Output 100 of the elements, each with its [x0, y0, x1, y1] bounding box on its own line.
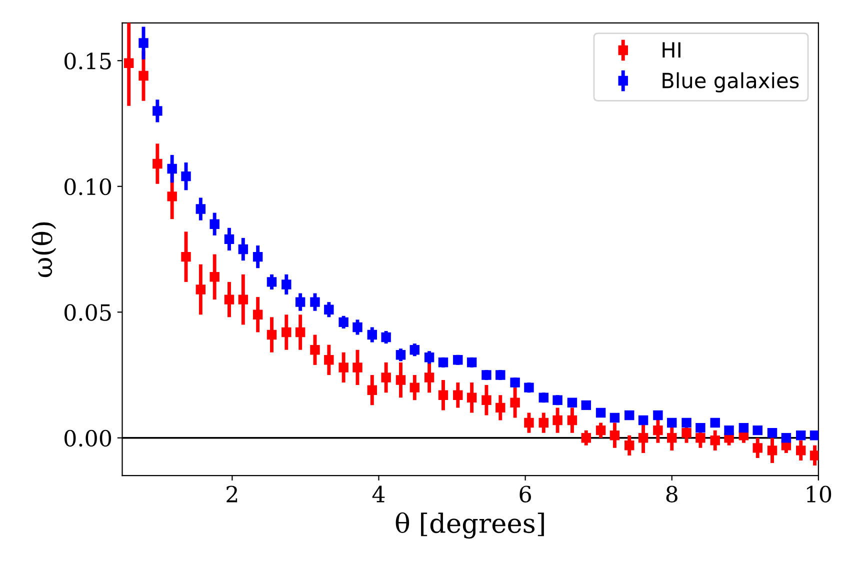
point [181, 252, 191, 262]
point [510, 398, 520, 408]
point [324, 304, 334, 314]
point [724, 425, 734, 436]
legend-label: HI [662, 42, 680, 58]
x-tick-label: 4 [372, 486, 385, 502]
point [510, 378, 520, 388]
point [310, 297, 320, 307]
point [653, 425, 663, 436]
point [538, 392, 548, 402]
point [266, 277, 277, 287]
point [338, 317, 348, 328]
point [352, 322, 362, 332]
point [552, 415, 562, 426]
point [367, 385, 378, 395]
point [453, 355, 463, 365]
point [224, 234, 234, 244]
x-axis-title: θ [degrees] [396, 512, 544, 539]
point [324, 355, 334, 365]
point [282, 280, 292, 290]
point [538, 418, 548, 428]
point [396, 350, 406, 360]
point [196, 284, 206, 294]
x-tick-label: 2 [226, 486, 238, 502]
point [410, 382, 420, 392]
point [210, 272, 220, 282]
point [124, 58, 134, 68]
point [524, 382, 534, 392]
point [624, 410, 634, 420]
point [238, 244, 248, 254]
point [667, 418, 677, 428]
point [796, 430, 806, 440]
point [352, 362, 362, 372]
point [496, 402, 506, 413]
point [638, 415, 648, 426]
point [224, 294, 234, 304]
legend-label: Blue galaxies [662, 72, 799, 92]
y-axis-title: ω(θ) [32, 222, 56, 278]
point [453, 390, 463, 400]
y-tick-label: 0.05 [64, 304, 111, 321]
point [810, 450, 818, 460]
point [596, 408, 606, 418]
point [752, 425, 762, 436]
point [438, 358, 448, 368]
x-tick-label: 10 [807, 486, 832, 503]
point [210, 219, 220, 229]
point [610, 430, 620, 440]
point [781, 433, 792, 443]
point [682, 418, 692, 428]
point [438, 390, 448, 400]
point [810, 430, 818, 440]
point [381, 332, 391, 342]
point [466, 358, 477, 368]
point [524, 418, 534, 428]
point [738, 422, 749, 433]
point [710, 436, 720, 446]
point [767, 446, 778, 456]
point [138, 70, 148, 81]
point [466, 392, 477, 402]
point [552, 395, 562, 406]
point [367, 330, 378, 340]
point [252, 252, 263, 262]
y-tick-label: 0.10 [64, 178, 112, 196]
point [152, 106, 162, 116]
point [482, 395, 492, 406]
point [567, 398, 578, 408]
point [752, 443, 762, 453]
point [381, 372, 391, 382]
point [581, 433, 591, 443]
point [238, 294, 248, 304]
point [596, 425, 606, 436]
point [181, 171, 191, 182]
x-tick-label: 6 [520, 486, 531, 503]
point [252, 310, 263, 320]
point [638, 433, 648, 443]
point [610, 412, 620, 423]
point [282, 327, 292, 338]
point [295, 327, 306, 338]
y-tick-label: 0.15 [64, 52, 111, 70]
point [767, 428, 778, 438]
point [424, 352, 434, 362]
point [266, 330, 277, 340]
point [696, 433, 706, 443]
point [567, 415, 578, 426]
point [667, 433, 677, 443]
point [310, 344, 320, 355]
point [682, 428, 692, 438]
point [710, 418, 720, 428]
point [581, 400, 591, 410]
y-tick-label: 0.00 [64, 430, 112, 447]
x-tick-label: 8 [666, 486, 678, 503]
point [167, 192, 177, 202]
point [152, 158, 162, 169]
point [410, 344, 420, 355]
point [167, 164, 177, 174]
point [196, 204, 206, 214]
point [482, 370, 492, 380]
point [796, 446, 806, 456]
point [424, 372, 434, 382]
point [696, 422, 706, 433]
